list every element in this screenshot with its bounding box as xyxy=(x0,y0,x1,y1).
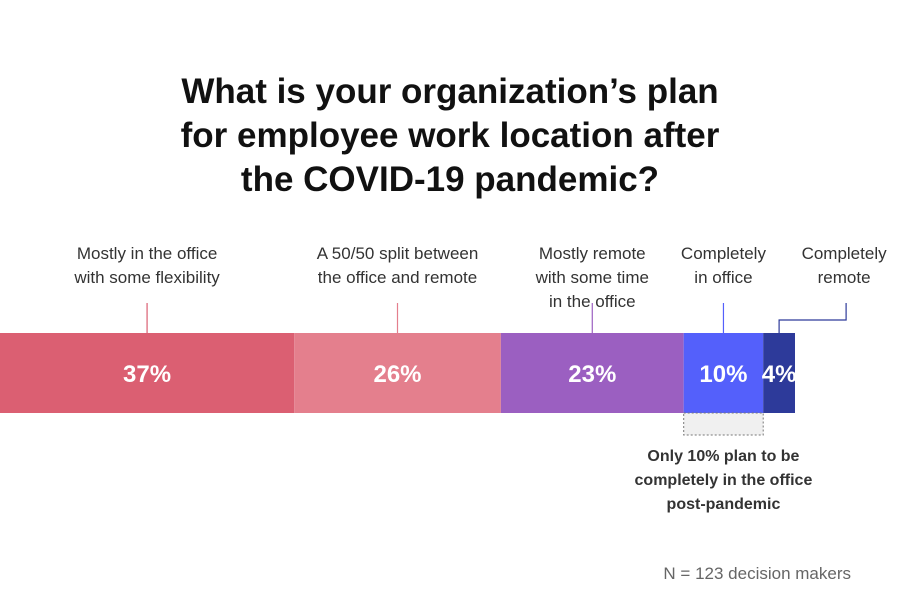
bar-segment xyxy=(0,333,295,413)
category-label: Mostly in the office xyxy=(77,244,217,263)
annotation-text: Only 10% plan to be xyxy=(647,448,799,465)
category-label: with some flexibility xyxy=(73,268,220,287)
category-label: A 50/50 split between xyxy=(317,244,479,263)
chart-title-line: What is your organization’s plan xyxy=(181,72,719,111)
data-label: 4% xyxy=(762,361,797,388)
bar-segment xyxy=(294,333,501,413)
chart-title-line: for employee work location after xyxy=(180,116,720,155)
leader-line xyxy=(778,303,847,333)
annotation-box xyxy=(683,412,764,436)
data-label: 37% xyxy=(123,361,171,388)
category-label: in the office xyxy=(549,292,636,311)
chart-title: What is your organization’s plan for empl… xyxy=(0,70,900,202)
bar-segment xyxy=(500,333,684,413)
footnote: N = 123 decision makers xyxy=(663,564,851,583)
data-label: 26% xyxy=(373,361,421,388)
category-label: Completely xyxy=(802,244,888,263)
annotation-text: post-pandemic xyxy=(667,496,781,513)
data-label: 23% xyxy=(568,361,616,388)
annotation-text: completely in the office xyxy=(635,472,813,489)
category-label: the office and remote xyxy=(318,268,477,287)
chart-title-line: the COVID-19 pandemic? xyxy=(240,160,660,199)
bar-segment xyxy=(683,333,764,413)
bar-segment xyxy=(763,333,795,413)
category-label: remote xyxy=(818,268,871,287)
data-label: 10% xyxy=(699,361,747,388)
category-label: Mostly remote xyxy=(539,244,646,263)
category-label: in office xyxy=(694,268,752,287)
category-label: with some time xyxy=(535,268,649,287)
category-label: Completely xyxy=(681,244,767,263)
